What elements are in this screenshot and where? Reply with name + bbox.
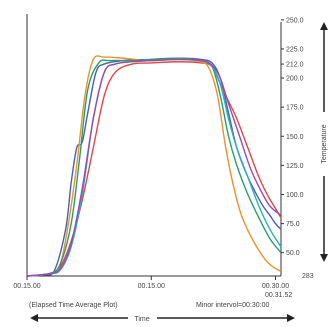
y-tick-label-1: 250.0 bbox=[286, 17, 304, 24]
series-line-4 bbox=[26, 57, 282, 277]
x-tick-label-3: 00.30.00 bbox=[262, 283, 289, 290]
series-layer bbox=[26, 55, 282, 277]
x-end-label: 00.31.52 bbox=[265, 292, 292, 299]
series-line-6 bbox=[26, 58, 282, 277]
y-tick-label-10: 50.0 bbox=[286, 250, 300, 257]
x-tick-label-2: 00.15.00 bbox=[138, 283, 165, 290]
x-ticks-layer: 00.15.00 00.15.00 00.30.00 bbox=[13, 276, 289, 290]
y-tick-label-2: 225.0 bbox=[286, 46, 304, 53]
y-bottom-label: 283 bbox=[302, 273, 314, 280]
y-axis-title: Temperature bbox=[321, 124, 328, 163]
y-ticks-layer: 250.0 225.0 212.0 200.0 175.0 150.0 125.0 100.0… bbox=[281, 17, 304, 257]
y-tick-label-7: 125.0 bbox=[286, 163, 304, 170]
caption-left: (Elapsed Time Average Plot) bbox=[29, 302, 118, 309]
y-tick-label-6: 150.0 bbox=[286, 134, 304, 141]
y-tick-label-5: 175.0 bbox=[286, 105, 304, 112]
y-tick-label-3: 212.0 bbox=[286, 62, 304, 69]
y-tick-label-4: 200.0 bbox=[286, 76, 304, 83]
x-tick-label-1: 00.15.00 bbox=[13, 283, 40, 290]
caption-right: Minor intervol=00:30:00 bbox=[196, 302, 269, 309]
y-tick-label-8: 100.0 bbox=[286, 192, 304, 199]
x-axis-title: Time bbox=[134, 316, 149, 323]
y-tick-label-9: 75.0 bbox=[286, 221, 300, 228]
